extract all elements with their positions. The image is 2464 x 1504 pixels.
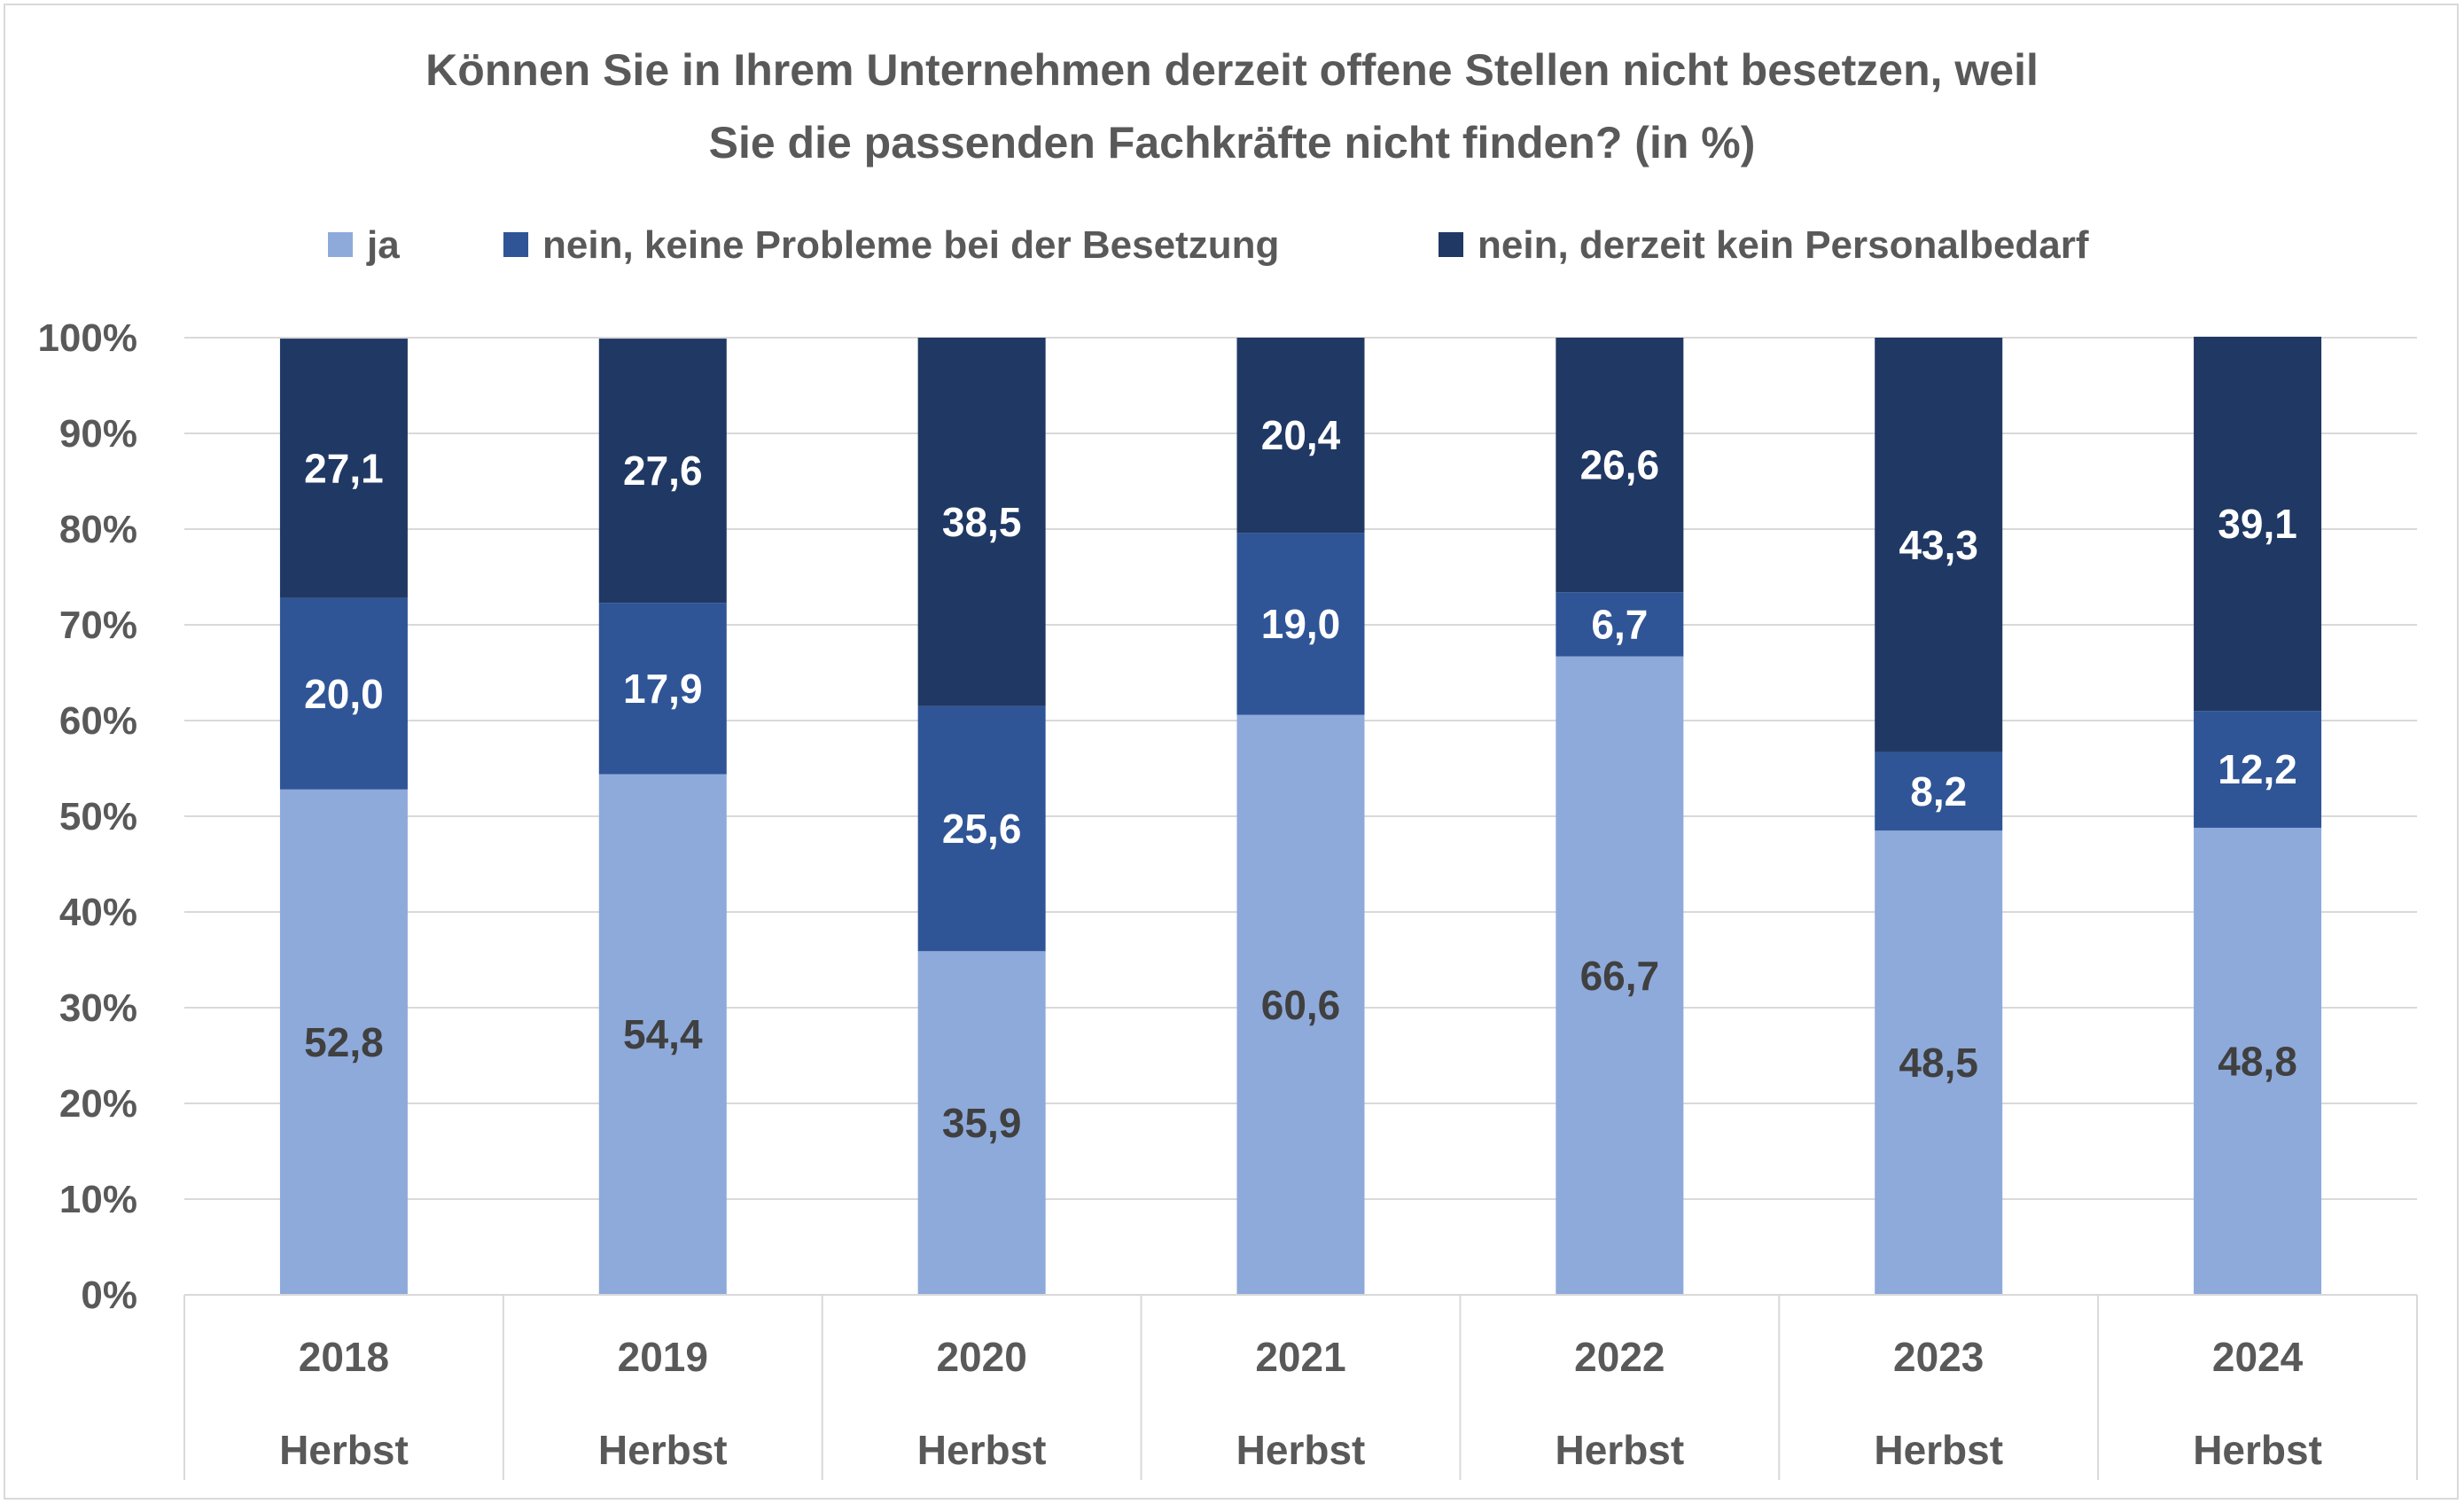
- bar-segment: [598, 603, 727, 775]
- data-label: 27,1: [304, 445, 384, 491]
- bar-segment: [279, 789, 408, 1295]
- data-label: 39,1: [2218, 501, 2297, 547]
- data-label: 19,0: [1261, 601, 1341, 647]
- bar-segment: [1236, 533, 1365, 715]
- bar-segment: [1875, 752, 2003, 831]
- legend-swatch: [503, 232, 528, 257]
- chart-title-line-1: Können Sie in Ihrem Unternehmen derzeit …: [425, 45, 2039, 95]
- y-tick-label: 0%: [81, 1274, 137, 1317]
- x-tick-year: 2024: [2212, 1334, 2304, 1380]
- legend-swatch: [1439, 232, 1463, 257]
- chart-frame: [4, 4, 2459, 1500]
- x-tick-season: Herbst: [279, 1427, 409, 1473]
- data-label: 60,6: [1261, 982, 1341, 1028]
- data-label: 12,2: [2218, 746, 2297, 792]
- legend-label: nein, keine Probleme bei der Besetzung: [542, 223, 1279, 267]
- x-tick-season: Herbst: [917, 1427, 1047, 1473]
- data-label: 48,8: [2218, 1038, 2297, 1084]
- bar-segment: [279, 597, 408, 790]
- x-tick-season: Herbst: [1555, 1427, 1684, 1473]
- y-tick-label: 50%: [59, 795, 137, 838]
- bar-segment: [1556, 338, 1684, 593]
- data-label: 35,9: [942, 1100, 1022, 1146]
- y-tick-label: 100%: [37, 316, 137, 360]
- bar-segment: [917, 951, 1046, 1295]
- x-tick-year: 2022: [1574, 1334, 1665, 1380]
- bar-segment: [598, 774, 727, 1295]
- chart-title-line-2: Sie die passenden Fachkräfte nicht finde…: [709, 118, 1756, 168]
- data-label: 25,6: [942, 806, 1022, 852]
- bars: 52,8 20,0 27,1 54,4 17,9 27,6 35,9 25,6 38,5 60,6…: [279, 336, 2322, 1295]
- bar-segment: [1556, 592, 1684, 657]
- legend-swatch: [328, 232, 353, 257]
- y-tick-label: 10%: [59, 1178, 137, 1221]
- data-label: 26,6: [1580, 442, 1660, 488]
- data-label: 20,4: [1261, 412, 1341, 458]
- x-tick-year: 2020: [936, 1334, 1026, 1380]
- x-tick-year: 2018: [299, 1334, 389, 1380]
- bar-segment: [2194, 336, 2322, 712]
- bar-segment: [2194, 711, 2322, 828]
- bar-segment: [1875, 338, 2003, 752]
- x-tick-year: 2021: [1255, 1334, 1345, 1380]
- x-tick-year: 2023: [1893, 1334, 1984, 1380]
- data-label: 43,3: [1899, 522, 1978, 568]
- legend: ja nein, keine Probleme bei der Besetzung…: [328, 223, 2089, 267]
- data-label: 66,7: [1580, 953, 1660, 999]
- y-tick-label: 20%: [59, 1082, 137, 1126]
- x-tick-season: Herbst: [598, 1427, 728, 1473]
- bar-segment: [2194, 827, 2322, 1295]
- x-tick-season: Herbst: [1236, 1427, 1366, 1473]
- data-label: 20,0: [304, 671, 384, 717]
- bar-segment: [1236, 338, 1365, 534]
- y-tick-label: 40%: [59, 891, 137, 934]
- y-tick-label: 90%: [59, 412, 137, 456]
- data-label: 38,5: [942, 499, 1022, 545]
- y-tick-label: 60%: [59, 699, 137, 743]
- data-label: 52,8: [304, 1019, 384, 1065]
- bar-segment: [279, 339, 408, 598]
- data-label: 6,7: [1591, 601, 1648, 647]
- bar-segment: [1236, 714, 1365, 1295]
- bar-segment: [917, 338, 1046, 706]
- x-tick-season: Herbst: [2193, 1427, 2322, 1473]
- data-label: 17,9: [623, 666, 703, 712]
- y-tick-label: 80%: [59, 508, 137, 551]
- bar-segment: [917, 705, 1046, 952]
- x-tick-year: 2019: [618, 1334, 708, 1380]
- y-tick-label: 70%: [59, 604, 137, 647]
- x-tick-season: Herbst: [1874, 1427, 2003, 1473]
- data-label: 27,6: [623, 448, 703, 494]
- legend-label: ja: [366, 223, 400, 267]
- legend-label: nein, derzeit kein Personalbedarf: [1478, 223, 2089, 267]
- data-label: 48,5: [1899, 1040, 1978, 1086]
- bar-segment: [1556, 656, 1684, 1295]
- bar-segment: [1875, 830, 2003, 1295]
- y-tick-label: 30%: [59, 986, 137, 1030]
- data-label: 8,2: [1910, 768, 1967, 814]
- bar-segment: [598, 339, 727, 604]
- y-axis: 0% 10% 20% 30% 40% 50% 60% 70% 80% 90% 100%: [37, 316, 137, 1317]
- data-label: 54,4: [623, 1011, 703, 1057]
- x-axis: 2018 Herbst 2019 Herbst 2020 Herbst 2021 Herbst…: [183, 1294, 2418, 1480]
